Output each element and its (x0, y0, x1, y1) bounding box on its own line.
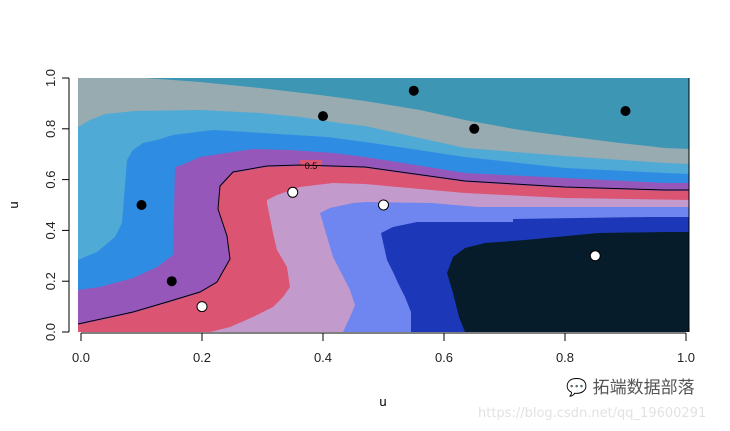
wechat-icon: 💬 (566, 378, 588, 398)
x-tick-label: 0.6 (435, 350, 453, 365)
y-tick-label: 0.4 (43, 221, 58, 239)
points (136, 85, 631, 313)
point-white (589, 250, 601, 262)
point-white (196, 301, 208, 313)
point-black (166, 276, 177, 287)
y-tick-label: 0.6 (43, 171, 58, 189)
point-black (408, 85, 419, 96)
point-black (318, 111, 328, 122)
contour-fills (78, 78, 689, 332)
x-tick-label: 0.8 (556, 350, 574, 365)
y-tick-label: 0.0 (43, 323, 58, 341)
contour-region-level-10 (447, 232, 689, 332)
y-tick-label: 0.8 (43, 120, 58, 138)
contour-label: 0.5 (305, 161, 318, 171)
x-tick-label: 0.0 (72, 350, 90, 365)
watermark-url: https://blog.csdn.net/qq_19600291 (478, 406, 707, 421)
watermark-brand-text: 拓端数据部落 (592, 378, 695, 398)
point-black (620, 106, 631, 117)
watermark-brand: 💬 拓端数据部落 (566, 378, 695, 398)
axes: 0.0 0.2 0.4 0.6 0.8 1.0 0.0 0.2 0.4 0.6 0.8 1.0 (43, 69, 695, 365)
x-tick-label: 0.4 (314, 350, 332, 365)
point-white (378, 199, 389, 211)
x-axis-label: u (379, 394, 386, 409)
y-tick-label: 0.2 (43, 272, 58, 290)
point-white (287, 186, 299, 198)
y-tick-label: 1.0 (43, 69, 58, 87)
x-tick-label: 0.2 (193, 350, 211, 365)
contour-line-0.5 (77, 164, 689, 325)
point-black (469, 123, 480, 134)
point-black (136, 200, 147, 210)
y-axis-label: u (6, 201, 21, 208)
x-tick-label: 1.0 (677, 350, 695, 365)
